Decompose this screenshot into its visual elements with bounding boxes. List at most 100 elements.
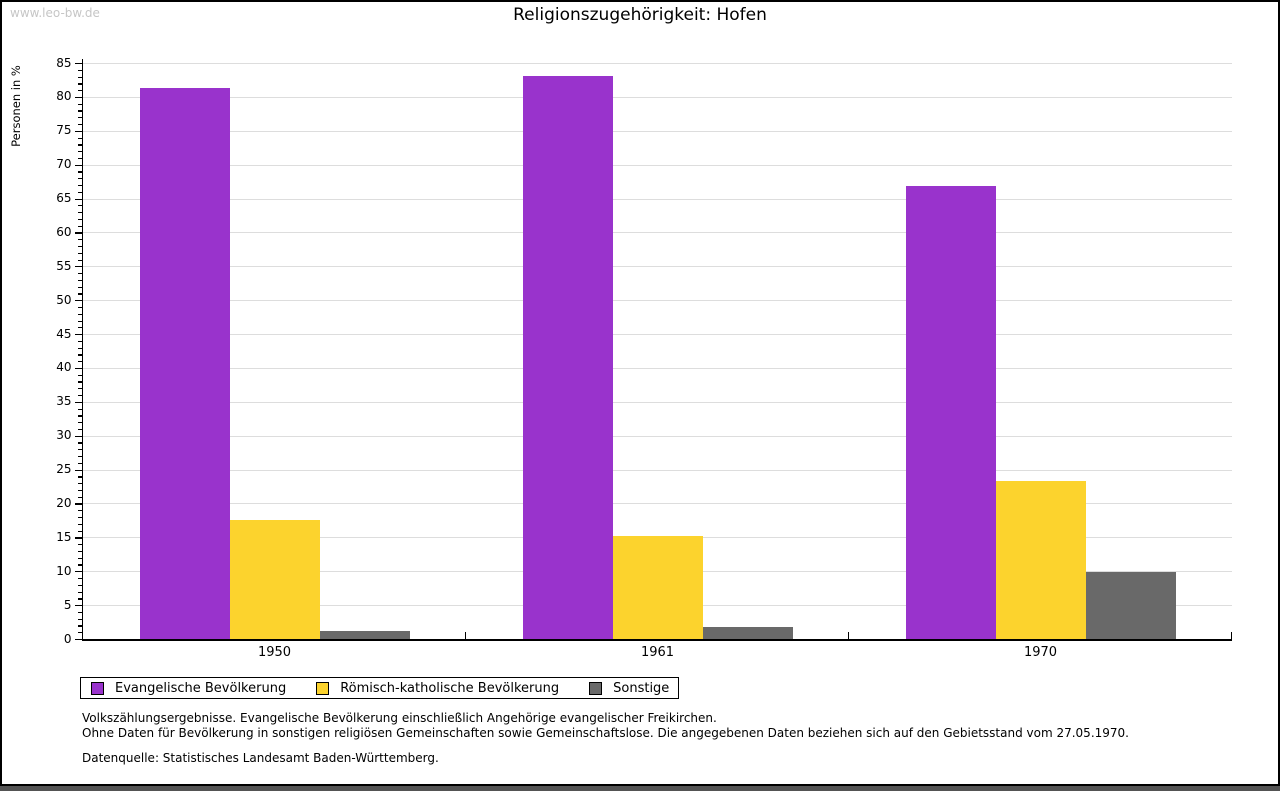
bar-1970-series-1: [905, 186, 996, 639]
y-minor-tick-57: [77, 252, 82, 254]
legend-item-1: Evangelische Bevölkerung: [91, 681, 286, 696]
y-minor-tick-29: [77, 442, 82, 444]
y-major-tick-30: [74, 435, 82, 437]
y-minor-tick-56: [77, 259, 82, 261]
y-tick-label-30: 30: [56, 428, 72, 443]
y-minor-tick-64: [77, 205, 82, 207]
y-minor-tick-61: [77, 225, 82, 227]
y-minor-tick-22: [77, 489, 82, 492]
footnote-line-2: Ohne Daten für Bevölkerung in sonstigen …: [82, 726, 1129, 740]
y-minor-tick-72: [77, 151, 82, 153]
y-minor-tick-51: [77, 293, 82, 295]
y-minor-tick-62: [77, 218, 82, 221]
y-minor-tick-39: [77, 374, 82, 376]
y-minor-tick-4: [77, 611, 82, 614]
y-minor-tick-8: [77, 584, 82, 586]
y-minor-tick-43: [77, 347, 82, 349]
bar-1970-series-3: [1085, 571, 1176, 639]
legend-item-3: Sonstige: [589, 681, 669, 696]
y-tick-label-60: 60: [56, 224, 72, 239]
x-boundary-tick-1: [465, 632, 467, 639]
y-minor-tick-6: [77, 598, 82, 600]
y-minor-tick-13: [77, 550, 82, 553]
y-minor-tick-9: [77, 578, 82, 580]
y-minor-tick-11: [77, 564, 82, 566]
legend-swatch-2: [316, 681, 330, 695]
y-major-tick-25: [74, 469, 82, 471]
footnote-source: Datenquelle: Statistisches Landesamt Bad…: [82, 751, 439, 765]
bar-1961-series-1: [522, 75, 613, 639]
y-minor-tick-59: [77, 239, 82, 241]
y-major-tick-45: [74, 334, 82, 336]
bar-1950-series-2: [229, 520, 320, 639]
y-minor-tick-14: [77, 544, 82, 546]
legend-box: Evangelische Bevölkerung Römisch-katholis…: [80, 677, 679, 699]
legend-swatch-3: [589, 681, 603, 695]
y-minor-tick-27: [77, 456, 82, 458]
y-minor-tick-38: [77, 381, 82, 383]
y-major-tick-0: [74, 639, 82, 641]
y-minor-tick-21: [77, 496, 82, 498]
gridline-y-60: [83, 232, 1232, 234]
legend-item-2: Römisch-katholische Bevölkerung: [316, 681, 559, 696]
y-minor-tick-74: [77, 137, 82, 139]
legend-label-2: Römisch-katholische Bevölkerung: [340, 680, 560, 696]
y-minor-tick-78: [77, 110, 82, 112]
y-minor-tick-24: [77, 476, 82, 478]
gridline-y-80: [83, 96, 1232, 98]
y-major-tick-20: [74, 503, 82, 505]
y-tick-label-20: 20: [56, 495, 72, 510]
y-minor-tick-84: [77, 69, 82, 71]
y-minor-tick-28: [77, 449, 82, 451]
gridline-y-55: [83, 266, 1232, 268]
watermark-text: www.leo-bw.de: [10, 6, 100, 20]
gridline-y-45: [83, 334, 1232, 336]
y-minor-tick-69: [77, 171, 82, 173]
y-minor-tick-36: [77, 395, 82, 397]
y-minor-tick-23: [77, 483, 82, 485]
y-minor-tick-71: [77, 157, 82, 160]
y-minor-tick-47: [77, 320, 82, 322]
y-minor-tick-41: [77, 361, 82, 363]
gridline-y-25: [83, 469, 1232, 471]
x-boundary-tick-3: [1231, 632, 1233, 639]
y-tick-label-70: 70: [56, 157, 72, 172]
gridline-y-50: [83, 300, 1232, 302]
y-minor-tick-79: [77, 103, 82, 105]
y-minor-tick-53: [77, 279, 82, 282]
y-major-tick-15: [74, 537, 82, 539]
y-major-tick-55: [74, 266, 82, 268]
y-minor-tick-32: [77, 422, 82, 424]
y-minor-tick-76: [77, 123, 82, 126]
y-minor-tick-26: [77, 462, 82, 464]
y-minor-tick-16: [77, 530, 82, 532]
gridline-y-20: [83, 503, 1232, 505]
chart-title: Religionszugehörigkeit: Hofen: [513, 5, 767, 25]
y-major-tick-10: [74, 571, 82, 573]
y-tick-label-40: 40: [56, 360, 72, 375]
bar-1961-series-3: [702, 627, 793, 639]
y-tick-label-15: 15: [56, 529, 72, 544]
gridline-y-75: [83, 130, 1232, 132]
y-major-tick-60: [74, 232, 82, 234]
y-minor-tick-66: [77, 191, 82, 193]
y-minor-tick-17: [77, 523, 82, 525]
y-major-tick-40: [74, 367, 82, 370]
y-minor-tick-67: [77, 184, 82, 187]
y-major-tick-70: [74, 164, 82, 166]
y-minor-tick-81: [77, 90, 82, 92]
footnote-line-1: Volkszählungsergebnisse. Evangelische Be…: [82, 711, 717, 725]
y-minor-tick-52: [77, 286, 82, 288]
y-major-tick-85: [74, 63, 82, 65]
y-minor-tick-42: [77, 354, 82, 356]
y-major-tick-50: [74, 300, 82, 302]
y-minor-tick-19: [77, 510, 82, 512]
y-minor-tick-54: [77, 273, 82, 275]
gridline-y-40: [83, 367, 1232, 369]
legend-label-1: Evangelische Bevölkerung: [115, 680, 287, 696]
y-minor-tick-58: [77, 245, 82, 248]
y-tick-label-65: 65: [56, 191, 72, 206]
gridline-y-30: [83, 435, 1232, 437]
footnotes-block: Volkszählungsergebnisse. Evangelische Be…: [82, 711, 1238, 766]
